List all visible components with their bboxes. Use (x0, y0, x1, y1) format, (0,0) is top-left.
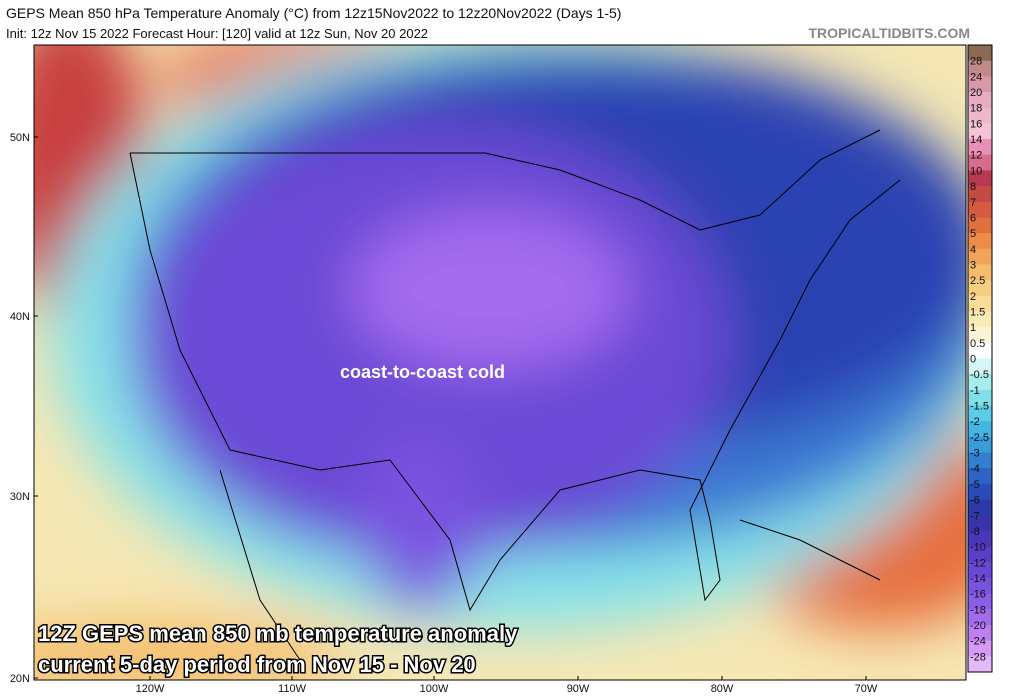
colorbar-cell (968, 452, 992, 469)
colorbar-cell (968, 624, 992, 642)
colorbar-label: -3 (970, 448, 980, 460)
colorbar-cell (968, 280, 992, 297)
colorbar-label: -28 (970, 651, 986, 663)
colorbar-label: -20 (970, 620, 986, 632)
colorbar-label: -7 (970, 510, 980, 522)
lon-label: 120W (136, 683, 165, 695)
colorbar-frame (967, 44, 993, 673)
lon-label: 90W (567, 683, 590, 695)
colorbar-label: 2.5 (970, 275, 985, 287)
colorbar-cell (968, 170, 992, 187)
colorbar-label: 0 (970, 354, 976, 366)
colorbar-cell (968, 233, 992, 250)
colorbar-cell (968, 139, 992, 156)
map-frame (33, 44, 967, 681)
colorbar-cell (968, 92, 992, 109)
lat-label: 50N (10, 132, 30, 144)
lat-label: 40N (10, 311, 30, 323)
colorbar-label: -18 (970, 604, 986, 616)
colorbar-label: 16 (970, 118, 982, 130)
lat-label: 30N (10, 491, 30, 503)
colorbar-cell (968, 389, 992, 407)
colorbar-cell (968, 154, 992, 171)
colorbar-label: -1.5 (970, 401, 989, 413)
colorbar-label: -10 (970, 542, 986, 554)
colorbar-label: 3 (970, 259, 976, 271)
colorbar-cell (968, 201, 992, 218)
colorbar-cell (968, 311, 992, 328)
colorbar-cell (968, 562, 992, 579)
colorbar-cell (968, 358, 992, 375)
colorbar-label: -12 (970, 557, 986, 569)
colorbar-label: -6 (970, 495, 980, 507)
colorbar-cell (968, 295, 992, 312)
colorbar-cell (968, 248, 992, 265)
colorbar-cell (968, 123, 992, 140)
colorbar-label: -16 (970, 589, 986, 601)
caption: 12Z GEPS mean 850 mb temperature anomaly (38, 621, 518, 646)
colorbar-label: -2 (970, 416, 980, 428)
colorbar-label: 28 (970, 56, 982, 68)
colorbar-label: 1.5 (970, 306, 985, 318)
colorbar-cell (968, 515, 992, 532)
colorbar-cell (968, 546, 992, 563)
colorbar-label: 5 (970, 228, 976, 240)
colorbar-cell (968, 609, 992, 626)
colorbar-cell (968, 468, 992, 485)
subtitle: Init: 12z Nov 15 2022 Forecast Hour: [12… (6, 26, 428, 41)
colorbar-label: 8 (970, 181, 976, 193)
colorbar-cell (968, 499, 992, 516)
colorbar-cell (968, 530, 992, 548)
colorbar-cell (968, 327, 992, 344)
colorbar-label: 10 (970, 165, 982, 177)
colorbar-cell (968, 186, 992, 203)
colorbar-label: 1 (970, 322, 976, 334)
colorbar-cell (968, 483, 992, 501)
colorbar-label: 24 (970, 71, 982, 83)
colorbar-cell (968, 342, 992, 359)
annotation: coast-to-coast cold (340, 362, 505, 382)
colorbar-label: 20 (970, 87, 982, 99)
colorbar-cell (968, 405, 992, 422)
colorbar-label: -5 (970, 479, 980, 491)
colorbar-label: 4 (970, 244, 976, 256)
colorbar-cell (968, 217, 992, 234)
colorbar-label: 18 (970, 103, 982, 115)
colorbar-label: 6 (970, 212, 976, 224)
lat-label: 20N (10, 673, 30, 685)
colorbar-cell (968, 421, 992, 438)
colorbar-cell (968, 60, 992, 77)
colorbar-label: -14 (970, 573, 986, 585)
colorbar-label: -24 (970, 636, 986, 648)
colorbar-cell (968, 577, 992, 595)
lon-label: 100W (420, 683, 449, 695)
colorbar-cell (968, 374, 992, 391)
colorbar-cell (968, 656, 992, 673)
colorbar-cell (968, 436, 992, 454)
lon-label: 110W (278, 683, 307, 695)
colorbar-cell (968, 76, 992, 93)
colorbar-label: -4 (970, 463, 980, 475)
colorbar-cell (968, 593, 992, 610)
colorbar-label: 12 (970, 150, 982, 162)
colorbar-cell (968, 640, 992, 657)
caption: current 5-day period from Nov 15 - Nov 2… (38, 652, 476, 677)
colorbar-label: 0.5 (970, 338, 985, 350)
lon-label: 80W (711, 683, 734, 695)
lon-label: 70W (855, 683, 878, 695)
colorbar-label: -0.5 (970, 369, 989, 381)
colorbar-cell (968, 45, 992, 62)
colorbar-label: -2.5 (970, 432, 989, 444)
colorbar-cell (968, 107, 992, 124)
colorbar-cell (968, 264, 992, 281)
colorbar-label: -1 (970, 385, 980, 397)
colorbar-label: 2 (970, 291, 976, 303)
title: GEPS Mean 850 hPa Temperature Anomaly (°… (6, 5, 621, 21)
colorbar-label: -8 (970, 526, 980, 538)
colorbar-label: 7 (970, 197, 976, 209)
colorbar-label: 14 (970, 134, 982, 146)
watermark: TROPICALTIDBITS.COM (808, 25, 970, 41)
